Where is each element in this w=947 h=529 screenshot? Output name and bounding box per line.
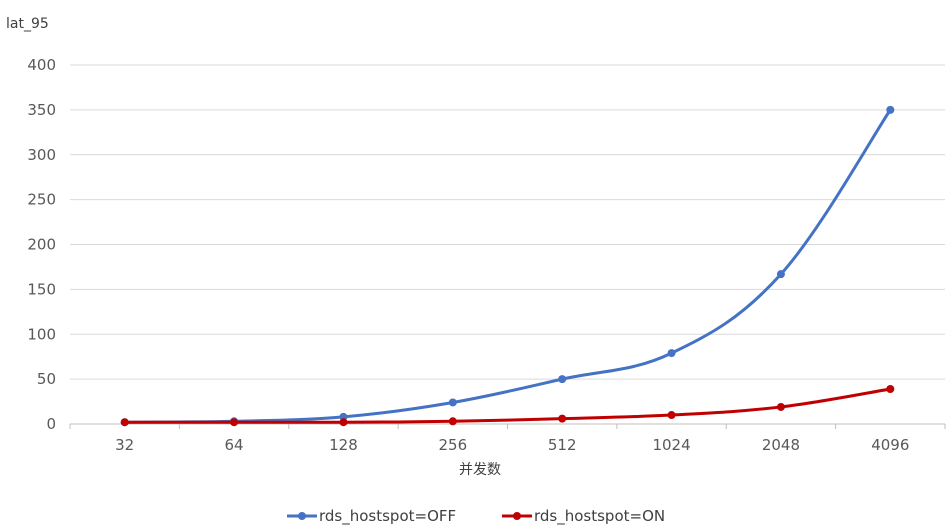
x-tick-label: 128 [329,436,358,454]
y-tick-label: 300 [27,146,56,164]
series-line-0 [123,108,892,424]
y-axis-title: lat_95 [6,16,49,32]
data-point [886,384,895,393]
y-tick-label: 350 [27,101,56,119]
y-tick-label: 250 [27,191,56,209]
series-line-1 [123,387,892,424]
series-layer [120,105,895,427]
data-point [667,411,676,420]
data-point [120,418,129,427]
x-tick-label: 256 [438,436,467,454]
data-point [339,418,348,427]
data-point [667,349,676,358]
x-tick-label: 64 [225,436,244,454]
legend-swatch-marker [513,512,521,520]
legend-item: rds_hostspot=OFF [287,507,456,526]
x-tick-label: 1024 [652,436,690,454]
data-point [448,398,457,407]
data-point [558,414,567,423]
y-tick-label: 0 [46,415,56,433]
data-point [776,270,785,279]
x-tick-label: 2048 [762,436,800,454]
data-point [776,402,785,411]
y-tick-label: 400 [27,56,56,74]
y-tick-label: 100 [27,325,56,343]
y-axis-ticks: 0 50 100 150 200 250 300 350 400 [27,56,56,433]
gridlines [70,64,945,425]
x-tick-label: 32 [115,436,134,454]
x-tick-label: 512 [548,436,577,454]
legend-item: rds_hostspot=ON [502,507,665,526]
legend: rds_hostspot=OFF rds_hostspot=ON [287,507,665,526]
x-axis-ticks: 32 64 128 256 512 1024 2048 4096 [69,424,946,454]
legend-label: rds_hostspot=ON [534,507,665,526]
data-point [558,375,567,384]
x-axis-title: 并发数 [459,462,501,478]
y-tick-label: 150 [27,280,56,298]
y-tick-label: 50 [37,370,56,388]
data-point [448,417,457,426]
x-tick-label: 4096 [871,436,909,454]
legend-swatch-marker [298,512,306,520]
y-tick-label: 200 [27,236,56,254]
legend-label: rds_hostspot=OFF [319,507,456,526]
data-point [230,418,239,427]
data-point [886,105,895,114]
